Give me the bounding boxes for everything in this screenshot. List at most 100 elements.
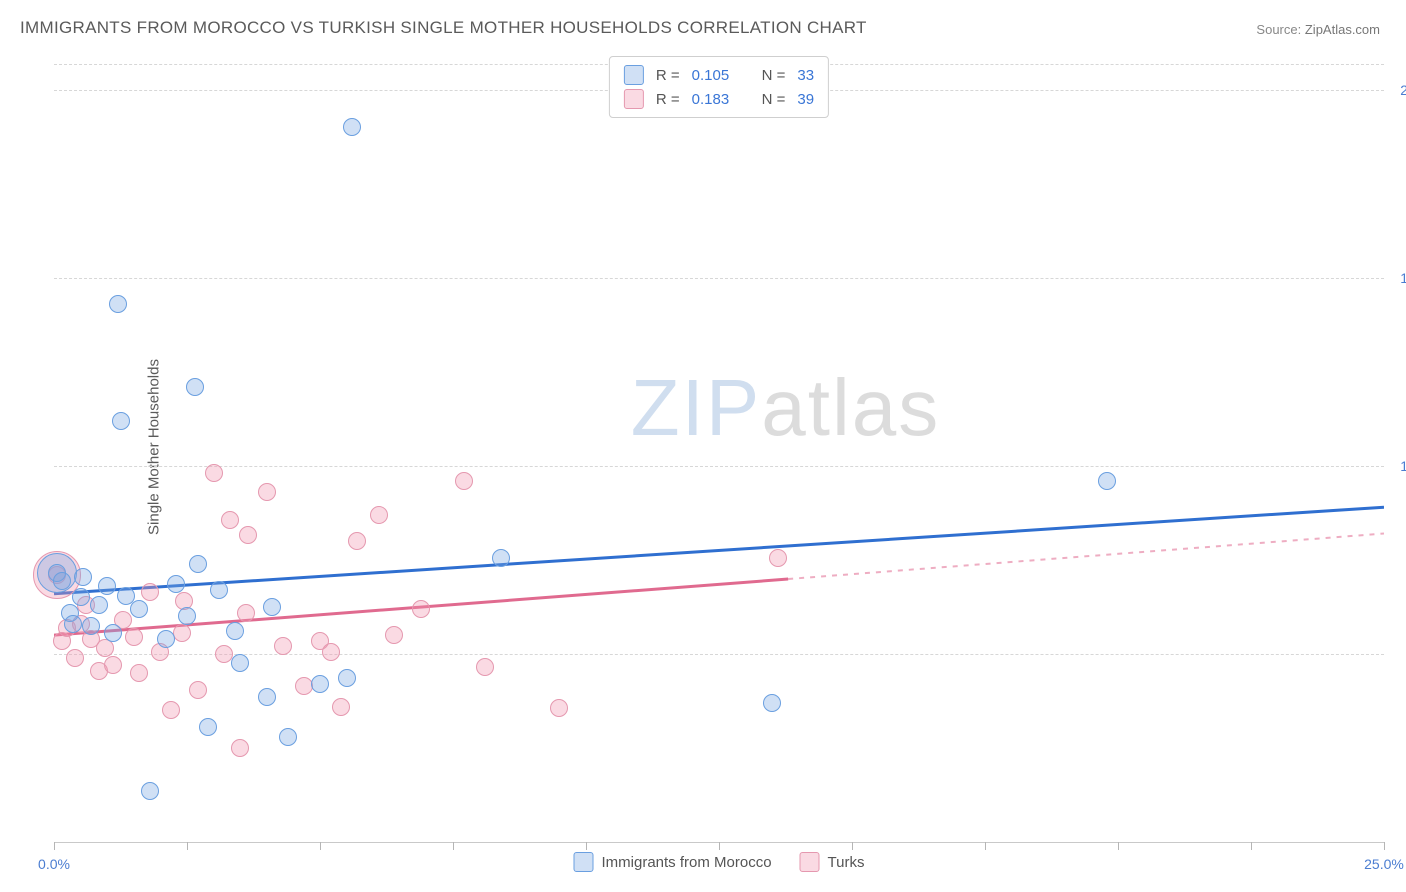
- scatter-point: [53, 572, 71, 590]
- legend-swatch: [574, 852, 594, 872]
- legend-correlation-box: R = 0.105 N = 33 R = 0.183 N = 39: [609, 56, 829, 118]
- scatter-point: [221, 511, 239, 529]
- trend-line: [54, 507, 1384, 594]
- scatter-point: [162, 701, 180, 719]
- x-tick: [1251, 842, 1252, 850]
- legend-n-label: N =: [762, 67, 786, 84]
- x-tick: [54, 842, 55, 850]
- chart-title: IMMIGRANTS FROM MOROCCO VS TURKISH SINGL…: [20, 18, 867, 38]
- y-tick-label: 10.0%: [1390, 458, 1406, 474]
- x-tick: [719, 842, 720, 850]
- scatter-point: [226, 622, 244, 640]
- scatter-point: [104, 656, 122, 674]
- legend-swatch: [624, 89, 644, 109]
- scatter-point: [125, 628, 143, 646]
- gridline-h: [54, 278, 1384, 279]
- scatter-point: [167, 575, 185, 593]
- legend-correlation-row: R = 0.105 N = 33: [624, 63, 814, 87]
- x-tick: [187, 842, 188, 850]
- scatter-point: [189, 555, 207, 573]
- x-tick-label: 25.0%: [1364, 856, 1404, 872]
- scatter-point: [109, 295, 127, 313]
- x-tick: [453, 842, 454, 850]
- y-tick-label: 20.0%: [1390, 82, 1406, 98]
- scatter-point: [239, 526, 257, 544]
- scatter-point: [332, 698, 350, 716]
- scatter-point: [343, 118, 361, 136]
- legend-r-label: R =: [656, 91, 680, 108]
- scatter-point: [141, 782, 159, 800]
- scatter-point: [763, 694, 781, 712]
- legend-series-label: Turks: [828, 854, 865, 871]
- watermark: ZIPatlas: [631, 362, 940, 454]
- y-axis-label: Single Mother Households: [145, 359, 162, 535]
- y-tick-label: 15.0%: [1390, 270, 1406, 286]
- scatter-point: [64, 615, 82, 633]
- scatter-point: [74, 568, 92, 586]
- watermark-atlas: atlas: [761, 363, 940, 452]
- scatter-point: [231, 654, 249, 672]
- legend-series: Immigrants from Morocco Turks: [574, 852, 865, 872]
- scatter-point: [189, 681, 207, 699]
- x-tick: [985, 842, 986, 850]
- scatter-point: [476, 658, 494, 676]
- legend-n-value: 33: [797, 67, 814, 84]
- scatter-point: [82, 617, 100, 635]
- scatter-point: [186, 378, 204, 396]
- scatter-point: [90, 596, 108, 614]
- scatter-point: [231, 739, 249, 757]
- scatter-point: [205, 464, 223, 482]
- scatter-point: [104, 624, 122, 642]
- scatter-point: [385, 626, 403, 644]
- trend-lines: [54, 52, 1384, 842]
- source-label: Source:: [1256, 22, 1301, 37]
- legend-swatch: [800, 852, 820, 872]
- scatter-point: [412, 600, 430, 618]
- scatter-point: [274, 637, 292, 655]
- gridline-h: [54, 654, 1384, 655]
- x-tick: [320, 842, 321, 850]
- x-tick: [586, 842, 587, 850]
- scatter-point: [550, 699, 568, 717]
- scatter-point: [210, 581, 228, 599]
- scatter-point: [72, 588, 90, 606]
- scatter-point: [338, 669, 356, 687]
- scatter-point: [141, 583, 159, 601]
- y-tick-label: 5.0%: [1390, 646, 1406, 662]
- legend-r-label: R =: [656, 67, 680, 84]
- scatter-point: [263, 598, 281, 616]
- scatter-point: [258, 483, 276, 501]
- x-tick: [1384, 842, 1385, 850]
- scatter-point: [237, 604, 255, 622]
- scatter-point: [492, 549, 510, 567]
- scatter-point: [112, 412, 130, 430]
- legend-r-value: 0.105: [692, 67, 740, 84]
- scatter-point: [769, 549, 787, 567]
- scatter-point: [311, 675, 329, 693]
- scatter-point: [322, 643, 340, 661]
- scatter-point: [455, 472, 473, 490]
- gridline-h: [54, 466, 1384, 467]
- legend-n-label: N =: [762, 91, 786, 108]
- plot-area: Single Mother Households ZIPatlas R = 0.1…: [54, 52, 1384, 843]
- scatter-point: [178, 607, 196, 625]
- scatter-point: [98, 577, 116, 595]
- scatter-point: [279, 728, 297, 746]
- scatter-point: [348, 532, 366, 550]
- watermark-zip: ZIP: [631, 363, 761, 452]
- source-value: ZipAtlas.com: [1305, 22, 1380, 37]
- scatter-point: [199, 718, 217, 736]
- legend-r-value: 0.183: [692, 91, 740, 108]
- scatter-point: [1098, 472, 1116, 490]
- legend-series-label: Immigrants from Morocco: [602, 854, 772, 871]
- scatter-point: [173, 624, 191, 642]
- legend-n-value: 39: [797, 91, 814, 108]
- scatter-point: [157, 630, 175, 648]
- x-tick: [852, 842, 853, 850]
- scatter-point: [130, 600, 148, 618]
- scatter-point: [370, 506, 388, 524]
- scatter-point: [66, 649, 84, 667]
- trend-line-dashed: [788, 534, 1384, 580]
- legend-series-item: Turks: [800, 852, 865, 872]
- legend-swatch: [624, 65, 644, 85]
